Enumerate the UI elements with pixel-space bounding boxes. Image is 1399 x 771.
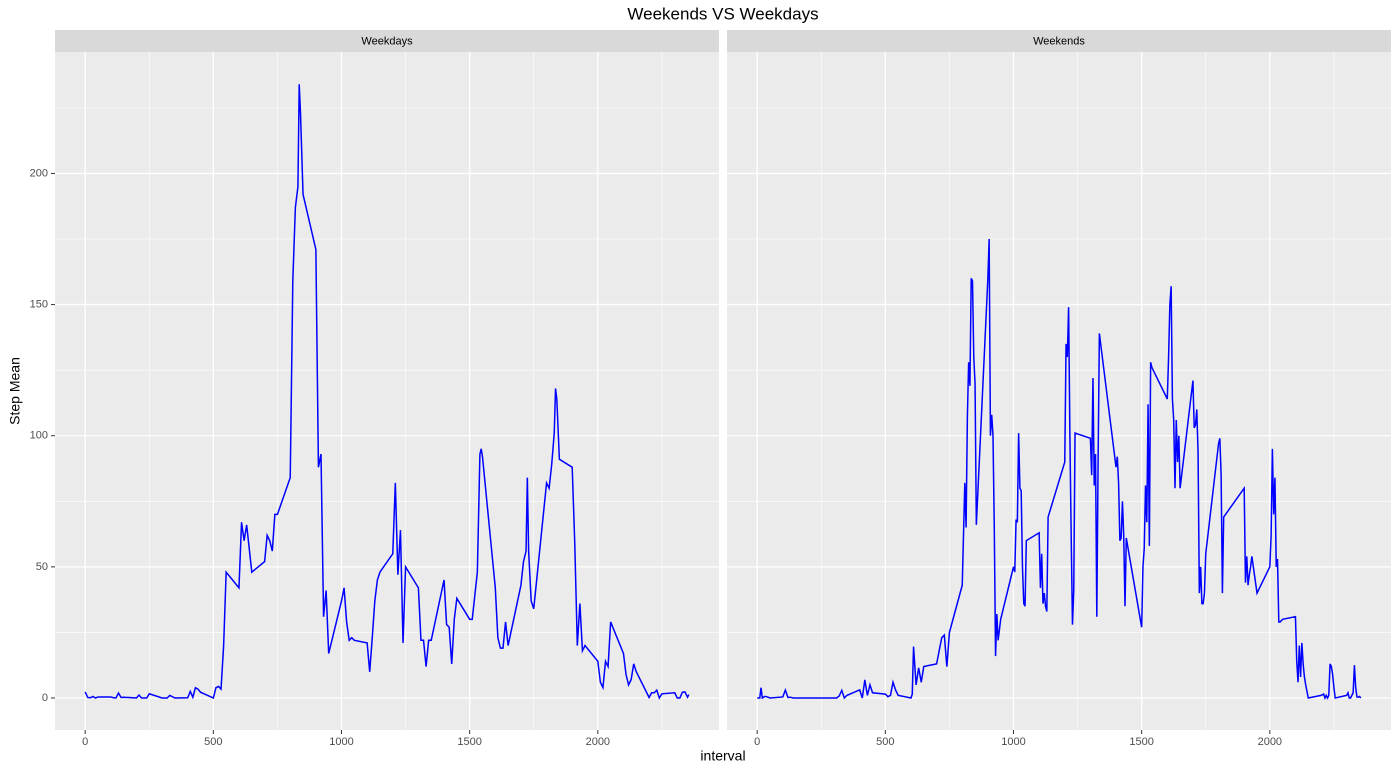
strip-label: Weekends bbox=[1033, 35, 1085, 47]
panel-background bbox=[55, 52, 719, 730]
y-tick-label: 200 bbox=[30, 167, 48, 179]
x-tick-label: 1000 bbox=[1001, 736, 1025, 748]
strip-background bbox=[55, 30, 719, 52]
y-axis-label: Step Mean bbox=[7, 357, 23, 425]
y-tick-label: 100 bbox=[30, 430, 48, 442]
chart-title: Weekends VS Weekdays bbox=[627, 4, 818, 23]
panel-background bbox=[727, 52, 1391, 730]
y-tick-label: 50 bbox=[36, 561, 48, 573]
x-tick-label: 2000 bbox=[1258, 736, 1282, 748]
x-axis-label: interval bbox=[700, 748, 745, 764]
strip-label: Weekdays bbox=[361, 35, 413, 47]
x-tick-label: 0 bbox=[754, 736, 760, 748]
x-tick-label: 500 bbox=[876, 736, 894, 748]
x-tick-label: 500 bbox=[204, 736, 222, 748]
x-tick-label: 0 bbox=[82, 736, 88, 748]
x-tick-label: 1500 bbox=[1129, 736, 1153, 748]
data-line bbox=[757, 238, 1362, 700]
x-tick-label: 1000 bbox=[329, 736, 353, 748]
strip-background bbox=[727, 30, 1391, 52]
y-tick-label: 150 bbox=[30, 298, 48, 310]
data-line bbox=[84, 84, 690, 700]
x-tick-label: 2000 bbox=[586, 736, 610, 748]
y-tick-label: 0 bbox=[42, 692, 48, 704]
x-tick-label: 1500 bbox=[457, 736, 481, 748]
